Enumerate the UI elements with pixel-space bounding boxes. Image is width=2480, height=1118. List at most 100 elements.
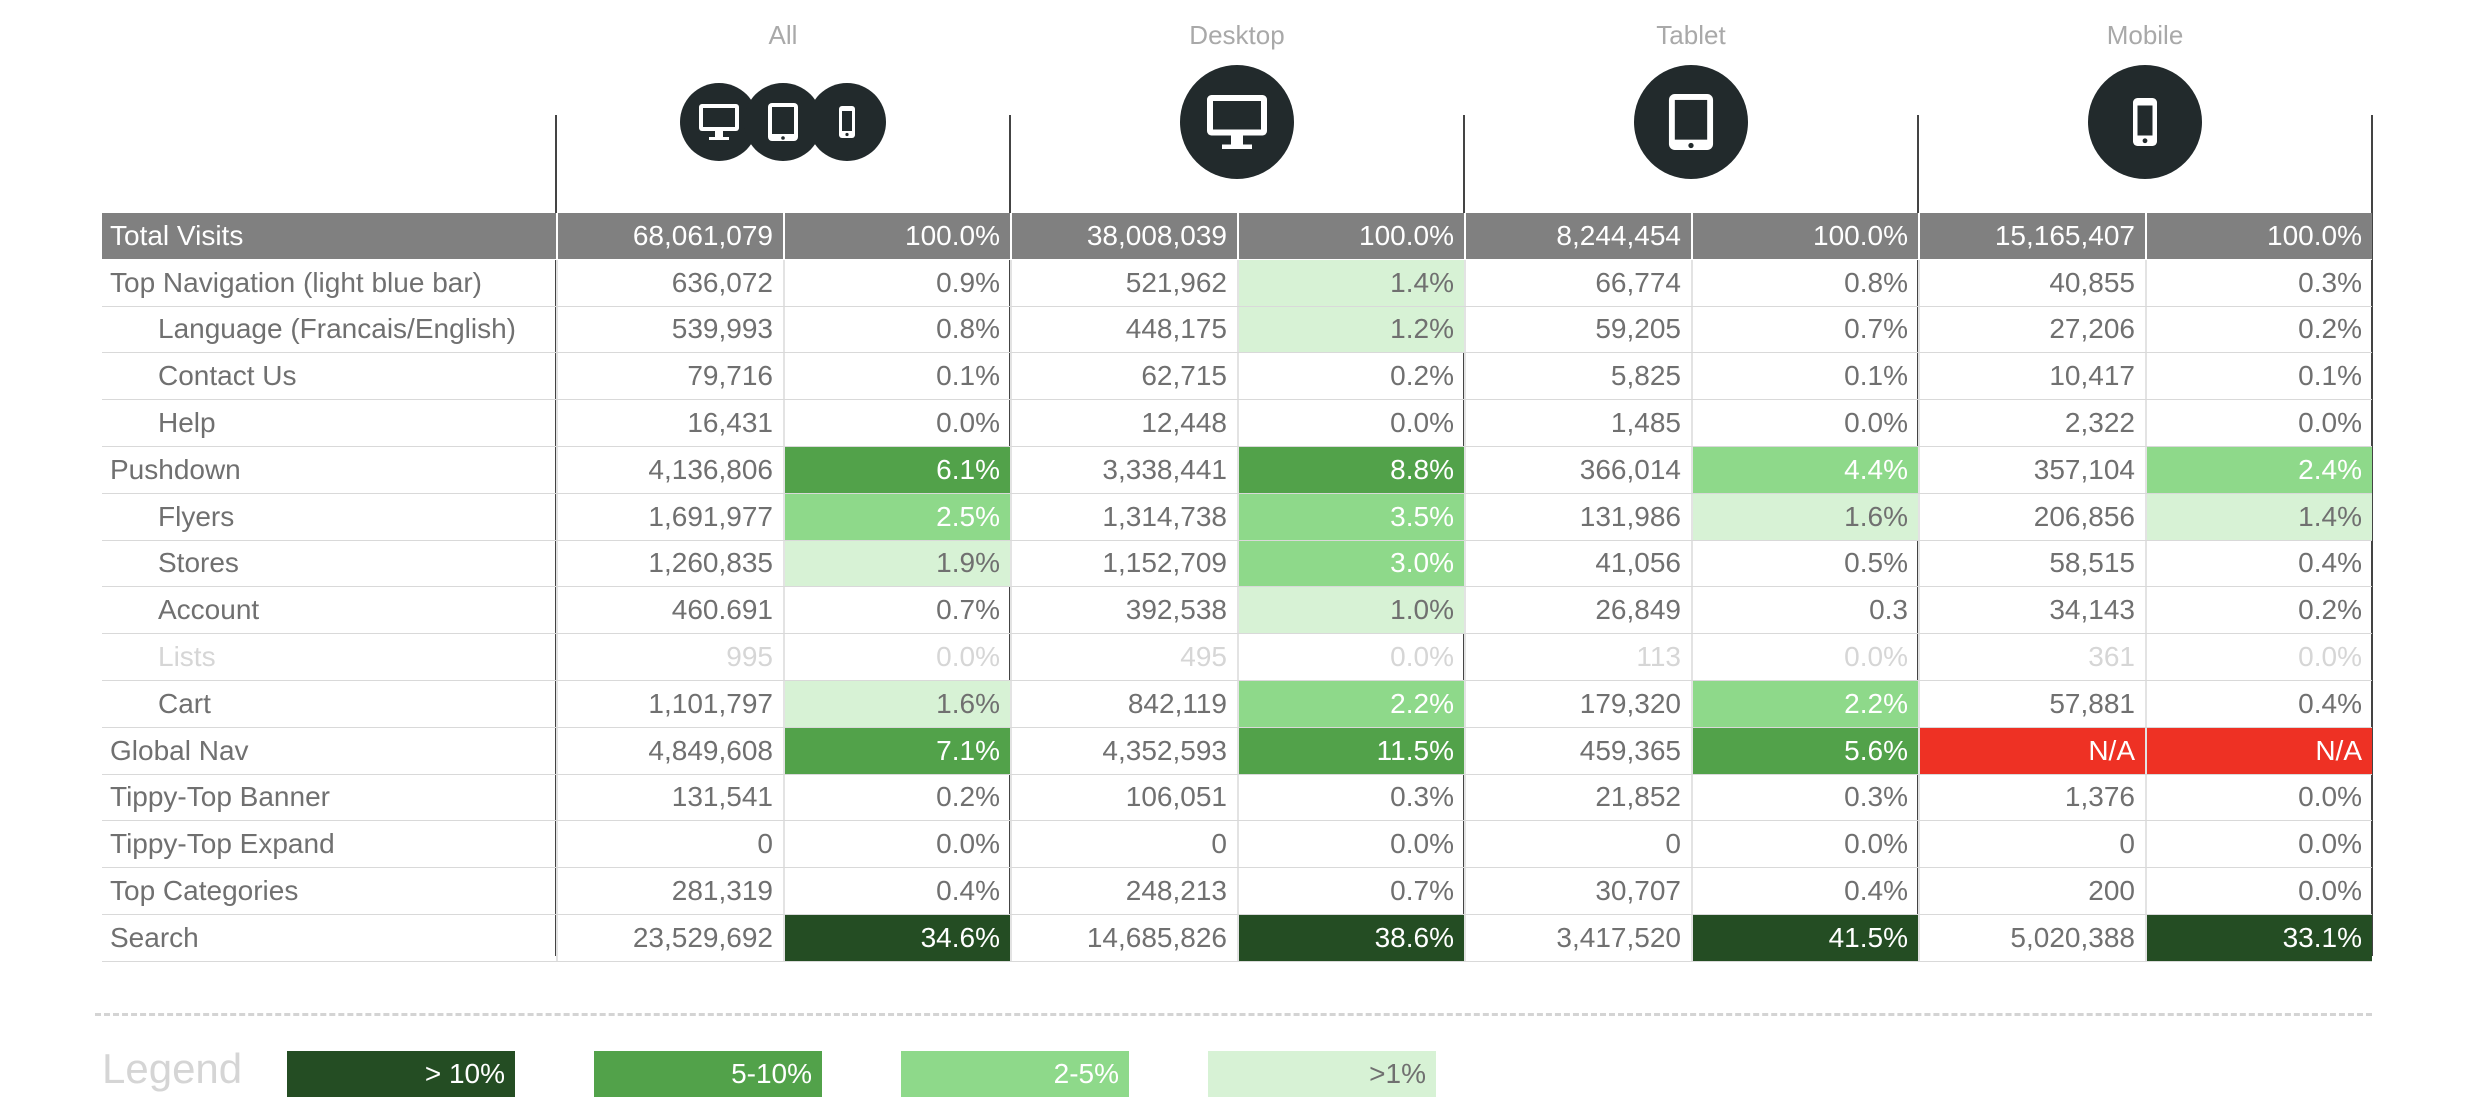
cell-tablet-count: 0	[1464, 821, 1691, 868]
cell-tablet-pct: 0.8%	[1691, 259, 1918, 306]
cell-all-count: 281,319	[556, 868, 783, 914]
cell-all-pct: 0.1%	[783, 353, 1010, 400]
cell-desktop-pct: 3.5%	[1237, 493, 1464, 540]
cell-mobile-count: 200	[1918, 868, 2145, 914]
cell-all-count: 4,849,608	[556, 727, 783, 774]
table-row: Top Categories 281,319 0.4% 248,213 0.7% 30,7…	[102, 868, 2372, 915]
cell-mobile-pct: 0.4%	[2145, 680, 2372, 727]
cell-all-count: 68,061,079	[556, 213, 783, 259]
row-label: Tippy-Top Banner	[110, 781, 330, 813]
cell-all-pct: 1.6%	[783, 680, 1010, 727]
row-label: Language (Francais/English)	[158, 313, 516, 345]
cell-mobile-count: 10,417	[1918, 353, 2145, 400]
cell-tablet-pct: 1.6%	[1691, 493, 1918, 540]
row-label: Cart	[158, 687, 211, 719]
cell-desktop-pct: 3.0%	[1237, 540, 1464, 587]
cell-all-count: 1,691,977	[556, 493, 783, 540]
tablet-icon	[1634, 65, 1748, 179]
cell-all-pct: 0.7%	[783, 587, 1010, 634]
cell-tablet-pct: 0.0%	[1691, 821, 1918, 868]
cell-mobile-count: 58,515	[1918, 540, 2145, 587]
cell-desktop-count: 392,538	[1010, 587, 1237, 634]
cell-desktop-count: 1,314,738	[1010, 493, 1237, 540]
cell-all-pct: 0.0%	[783, 634, 1010, 680]
cell-mobile-pct: 1.4%	[2145, 493, 2372, 540]
row-label: Contact Us	[158, 360, 297, 392]
cell-mobile-count: 1,376	[1918, 774, 2145, 821]
column-label-desktop: Desktop	[1189, 20, 1285, 50]
cell-all-pct: 100.0%	[783, 213, 1010, 259]
cell-tablet-pct: 4.4%	[1691, 446, 1918, 493]
cell-all-pct: 0.4%	[783, 868, 1010, 914]
cell-tablet-pct: 0.7%	[1691, 306, 1918, 353]
cell-all-count: 539,993	[556, 306, 783, 353]
row-label: Stores	[158, 547, 239, 579]
cell-mobile-pct: 2.4%	[2145, 446, 2372, 493]
cell-all-pct: 0.8%	[783, 306, 1010, 353]
cell-tablet-count: 131,986	[1464, 493, 1691, 540]
legend-title: Legend	[102, 1045, 243, 1092]
cell-mobile-pct: 0.4%	[2145, 540, 2372, 587]
table-row: Tippy-Top Expand 0 0.0% 0 0.0% 0 0.0% 0 0.0%	[102, 821, 2372, 869]
cell-mobile-count: N/A	[1918, 727, 2145, 774]
row-label: Lists	[158, 641, 216, 673]
table-row: Tippy-Top Banner 131,541 0.2% 106,051 0.3% 21…	[102, 774, 2372, 822]
cell-tablet-count: 66,774	[1464, 259, 1691, 306]
row-label: Top Navigation (light blue bar)	[110, 266, 482, 298]
cell-all-count: 16,431	[556, 400, 783, 446]
cell-desktop-pct: 0.0%	[1237, 821, 1464, 868]
mobile-icon	[808, 83, 886, 161]
cell-mobile-pct: 0.0%	[2145, 868, 2372, 914]
cell-mobile-pct: 0.0%	[2145, 774, 2372, 821]
legend-item-5-10: 5-10%	[594, 1051, 822, 1097]
table-row: Contact Us 79,716 0.1% 62,715 0.2% 5,825 0.1% 1…	[102, 353, 2372, 401]
cell-desktop-count: 1,152,709	[1010, 540, 1237, 587]
cell-mobile-pct: 0.3%	[2145, 259, 2372, 306]
cell-tablet-count: 41,056	[1464, 540, 1691, 587]
row-label: Top Categories	[110, 875, 299, 907]
cell-mobile-pct: 0.0%	[2145, 634, 2372, 680]
table-row: Stores 1,260,835 1.9% 1,152,709 3.0% 41,056 0.…	[102, 540, 2372, 588]
cell-tablet-pct: 0.1%	[1691, 353, 1918, 400]
cell-desktop-count: 4,352,593	[1010, 727, 1237, 774]
cell-tablet-count: 3,417,520	[1464, 914, 1691, 961]
cell-all-pct: 0.0%	[783, 400, 1010, 446]
cell-mobile-pct: N/A	[2145, 727, 2372, 774]
table-row: Search 23,529,692 34.6% 14,685,826 38.6% 3,41…	[102, 914, 2372, 962]
cell-desktop-pct: 0.2%	[1237, 353, 1464, 400]
cell-tablet-count: 21,852	[1464, 774, 1691, 821]
cell-desktop-count: 842,119	[1010, 680, 1237, 727]
table-row: Flyers 1,691,977 2.5% 1,314,738 3.5% 131,986 1…	[102, 493, 2372, 541]
cell-tablet-pct: 0.0%	[1691, 634, 1918, 680]
column-label-all: All	[768, 20, 798, 50]
legend-item-over-10: > 10%	[287, 1051, 515, 1097]
cell-tablet-count: 179,320	[1464, 680, 1691, 727]
cell-mobile-pct: 0.0%	[2145, 821, 2372, 868]
cell-mobile-pct: 0.2%	[2145, 587, 2372, 634]
column-label-tablet: Tablet	[1656, 20, 1726, 50]
cell-desktop-count: 38,008,039	[1010, 213, 1237, 259]
cell-tablet-pct: 0.3%	[1691, 774, 1918, 821]
cell-desktop-count: 448,175	[1010, 306, 1237, 353]
cell-mobile-count: 15,165,407	[1918, 213, 2145, 259]
cell-all-pct: 1.9%	[783, 540, 1010, 587]
table-row: Global Nav 4,849,608 7.1% 4,352,593 11.5% 459…	[102, 727, 2372, 775]
cell-all-count: 23,529,692	[556, 914, 783, 961]
cell-all-count: 460.691	[556, 587, 783, 634]
table-row: Lists 995 0.0% 495 0.0% 113 0.0% 361 0.0%	[102, 634, 2372, 681]
table-row: Account 460.691 0.7% 392,538 1.0% 26,849 0.3 34…	[102, 587, 2372, 635]
cell-desktop-count: 14,685,826	[1010, 914, 1237, 961]
cell-desktop-pct: 1.0%	[1237, 587, 1464, 634]
cell-mobile-count: 0	[1918, 821, 2145, 868]
legend-divider	[95, 1013, 2372, 1016]
cell-mobile-count: 2,322	[1918, 400, 2145, 446]
cell-tablet-count: 30,707	[1464, 868, 1691, 914]
cell-desktop-pct: 100.0%	[1237, 213, 1464, 259]
row-label: Flyers	[158, 500, 235, 532]
cell-all-count: 995	[556, 634, 783, 680]
cell-all-pct: 2.5%	[783, 493, 1010, 540]
cell-tablet-pct: 0.3	[1691, 587, 1918, 634]
cell-all-pct: 0.2%	[783, 774, 1010, 821]
cell-all-count: 79,716	[556, 353, 783, 400]
cell-all-count: 1,260,835	[556, 540, 783, 587]
